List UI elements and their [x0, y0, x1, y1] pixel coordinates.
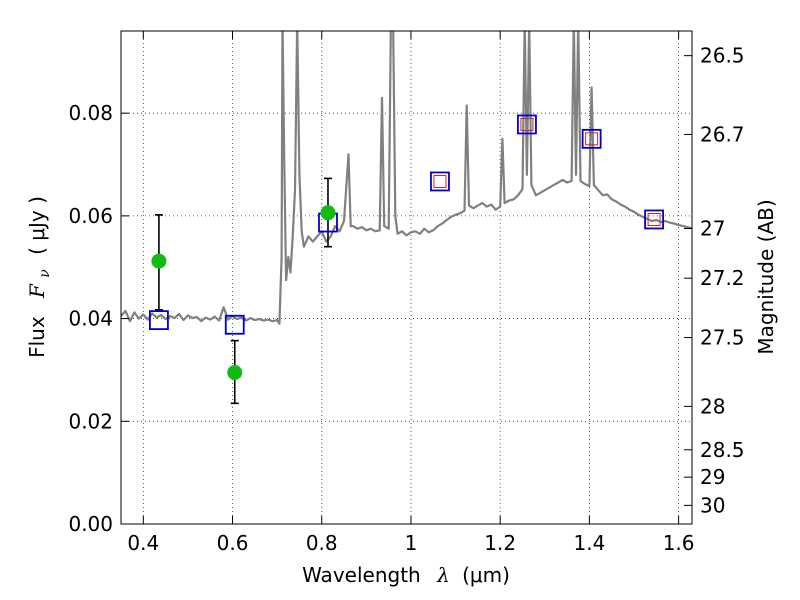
x-axis-title: Wavelength λ (μm)	[302, 563, 510, 587]
model-photometry-square	[644, 209, 664, 230]
y-tick-label: 0.06	[68, 204, 113, 228]
observed-point-green	[320, 205, 336, 221]
grid	[121, 31, 692, 525]
model-photometry-square	[517, 114, 537, 135]
x-tick-label: 1	[405, 531, 418, 555]
y2-axis-title: Magnitude (AB)	[754, 199, 778, 354]
model-photometry-square	[430, 171, 450, 192]
x-axis-unit: (μm)	[462, 563, 510, 587]
plot-frame	[120, 30, 693, 525]
x-tick-label: 0.4	[127, 531, 159, 555]
axes: 0.4 0.6 0.8 1 1.2 1.4 1.6 0.00 0.02 0.04 0.06 0.08 2…	[68, 31, 745, 555]
model-photometry-square	[224, 314, 245, 335]
y-axis-symbol: F	[25, 283, 49, 299]
y2-tick-label: 28	[700, 394, 725, 418]
x-tick-label: 1.4	[573, 531, 605, 555]
observed-square-red	[433, 174, 447, 188]
model-photometry-square	[149, 310, 169, 331]
observed-square-red	[520, 117, 534, 131]
y2-tick-label: 30	[700, 493, 725, 517]
model-photometry-square	[581, 128, 602, 149]
observed-point-green	[151, 253, 167, 269]
y-tick-label: 0.00	[68, 512, 113, 536]
observed-square-red	[647, 212, 661, 226]
y-axis-title-text: Flux	[25, 316, 49, 358]
y2-tick-label: 29	[700, 465, 725, 489]
x-tick-label: 0.6	[217, 531, 249, 555]
y2-tick-label: 27	[700, 216, 725, 240]
model-spectrum-line	[121, 31, 692, 325]
y2-tick-label: 28.5	[700, 438, 745, 462]
y-tick-label: 0.02	[68, 409, 113, 433]
x-tick-label: 1.2	[484, 531, 516, 555]
x-tick-label: 0.8	[306, 531, 338, 555]
y2-tick-label: 27.2	[700, 266, 745, 290]
x-axis-title-text: Wavelength	[302, 563, 421, 587]
y-axis-subscript: ν	[37, 269, 53, 278]
observed-point-green	[227, 365, 243, 381]
y-tick-label: 0.08	[68, 101, 113, 125]
y-axis-unit: ( μJy )	[25, 196, 49, 255]
plot-area	[121, 31, 692, 405]
y-tick-label: 0.04	[68, 307, 113, 331]
y-axis-title: Flux F ν ( μJy )	[25, 196, 54, 358]
observed-square-red	[585, 132, 599, 146]
y2-tick-label: 26.7	[700, 122, 745, 146]
x-tick-label: 1.6	[663, 531, 695, 555]
y2-tick-label: 27.5	[700, 326, 745, 350]
y2-tick-label: 26.5	[700, 44, 745, 68]
x-axis-symbol: λ	[436, 563, 450, 587]
